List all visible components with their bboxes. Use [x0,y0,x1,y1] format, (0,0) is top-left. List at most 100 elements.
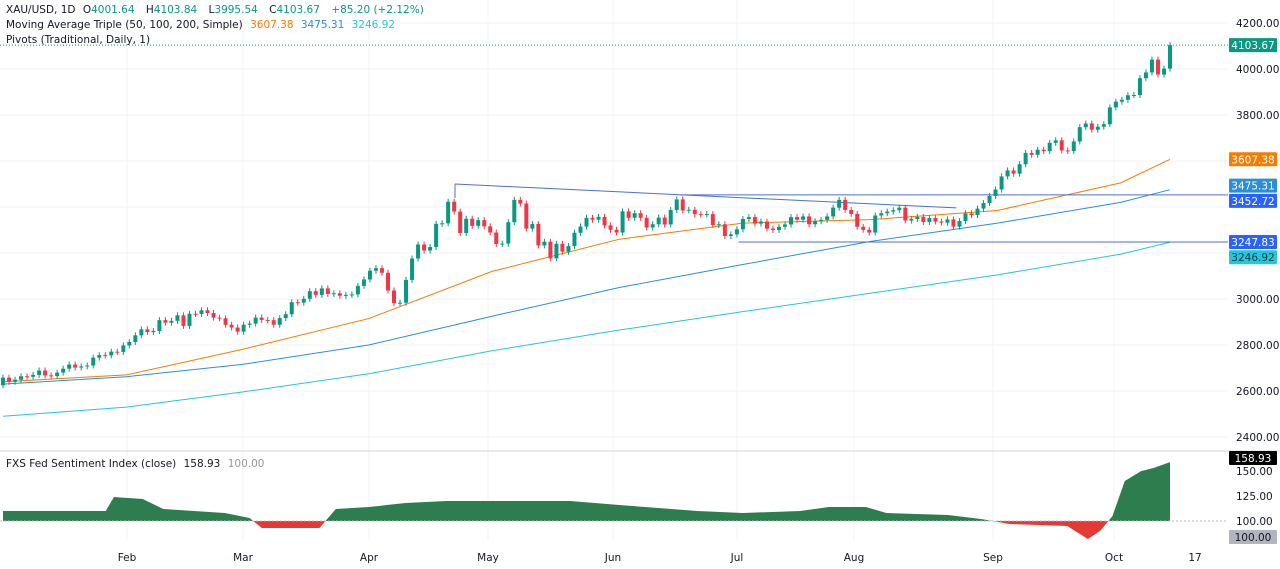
candle [1083,123,1088,128]
candle [145,329,150,333]
candle [746,217,751,219]
price-tick-label: 2600.00 [1236,386,1279,398]
candle [349,294,354,296]
candle [259,317,264,320]
candle [975,208,980,216]
last-price-tag-bg [1229,38,1277,53]
candle [199,310,204,314]
ma50-value: 3607.38 [250,19,294,31]
candle [903,207,908,221]
ma100-tag-bg [1229,178,1277,193]
candle [1059,140,1064,151]
price-axis[interactable]: 4200.00 4000.00 3800.00 3000.00 2800.00 2600.… [1236,18,1279,528]
candle [1077,127,1082,142]
candle [566,246,571,252]
candle [969,213,974,216]
candle [584,217,589,227]
candle [1011,170,1016,174]
sentiment-legend[interactable]: FXS Fed Sentiment Index (close) 158.93 1… [6,458,268,470]
ma50-tag-bg [1229,152,1277,167]
candle [1023,152,1028,165]
candle [43,370,48,376]
candle [885,211,890,214]
candle [518,199,523,204]
candles [1,42,1172,389]
pivots-legend[interactable]: Pivots (Traditional, Daily, 1) [6,34,154,46]
candle [1101,124,1106,127]
ma200-value: 3246.92 [351,19,396,31]
candle [422,244,427,251]
sentiment-pane [0,462,1228,539]
candle [542,241,547,246]
candle [289,302,294,315]
symbol-label: XAU/USD, 1D [6,4,76,16]
time-axis[interactable]: Feb Mar Apr May Jun Jul Aug Sep Oct 17 [118,552,1202,564]
candle [873,215,878,233]
candle [849,209,854,214]
candle [1168,45,1172,69]
candle [476,220,481,226]
candle [987,195,992,204]
candle [181,315,186,326]
candle [385,272,390,291]
candle [614,229,619,233]
candle [951,219,956,227]
candle [25,376,30,378]
candle [825,216,830,220]
ma50-line [2,158,1171,383]
candle [843,199,848,210]
candle [67,364,72,369]
candle [1089,123,1094,130]
ma100-value: 3475.31 [300,19,345,31]
candle [674,199,679,210]
candle [223,318,228,325]
candle [740,218,745,230]
candle [295,302,300,304]
ma50-tag: 3607.38 [1231,154,1274,166]
candle [710,214,715,225]
candle [277,318,282,325]
price-tick-label: 2800.00 [1236,340,1279,352]
candle [590,217,595,220]
candle [217,317,222,319]
candle [789,217,794,225]
candle [115,351,120,353]
candle [927,218,932,222]
ma-legend[interactable]: Moving Average Triple (50, 100, 200, Sim… [6,19,399,31]
candle [355,285,360,295]
candle [620,211,625,233]
candle [813,221,818,225]
symbol-legend: XAU/USD, 1D O4001.64 H4103.84 L3995.54 C… [6,4,428,16]
candle [470,218,475,226]
open-value: 4001.64 [91,4,135,16]
candle [61,368,66,373]
candle [235,327,240,332]
price-tick-label: 2400.00 [1236,432,1279,444]
sentiment-last-tag-bg [1229,451,1277,465]
candle [31,374,36,377]
candle [662,217,667,225]
candle [770,228,775,230]
candle [19,376,24,380]
candle [879,213,884,216]
candle [734,229,739,235]
time-tick-label: Apr [360,552,379,564]
candle [85,365,90,367]
change-value: +85.20 (+2.12%) [331,4,424,16]
candle [764,221,769,229]
candle [632,213,637,218]
candle [1143,72,1148,79]
candle [728,234,733,236]
ma200-tag: 3246.92 [1231,252,1274,264]
candle [1,377,5,386]
sentiment-baseline-tag-bg [1229,530,1277,544]
candle [157,320,162,331]
sentiment-negative-area [3,521,1170,539]
candle [7,377,12,382]
price-tick-label: 3000.00 [1236,294,1279,306]
candle [1155,59,1160,75]
candle [656,217,661,225]
candle [807,216,812,225]
price-tick-label: 3800.00 [1236,110,1279,122]
